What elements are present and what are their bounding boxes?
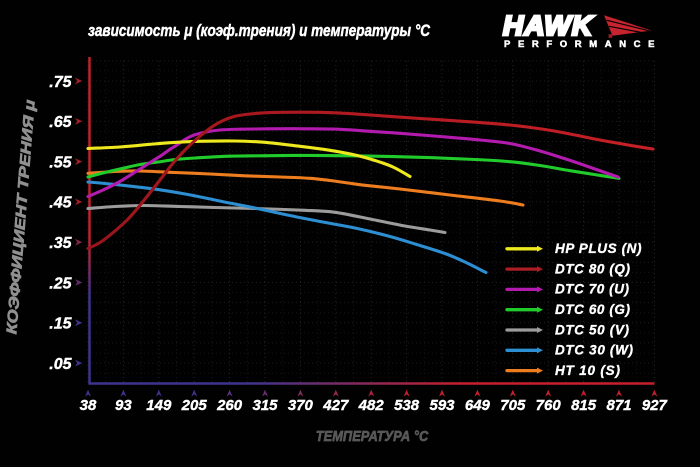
- svg-text:760: 760: [536, 397, 562, 414]
- svg-text:DTC 50 (V): DTC 50 (V): [555, 322, 630, 337]
- svg-text:38: 38: [80, 397, 97, 414]
- svg-text:927: 927: [642, 397, 668, 414]
- svg-text:538: 538: [394, 397, 420, 414]
- svg-text:.75: .75: [49, 74, 72, 91]
- svg-text:815: 815: [571, 397, 597, 414]
- svg-text:205: 205: [181, 397, 208, 414]
- svg-text:315: 315: [252, 397, 278, 414]
- svg-text:зависимость μ (коэф.трения) и: зависимость μ (коэф.трения) и температур…: [88, 22, 431, 40]
- svg-text:PERFORMANCE: PERFORMANCE: [504, 39, 655, 50]
- svg-text:370: 370: [288, 397, 314, 414]
- svg-text:93: 93: [115, 397, 132, 414]
- svg-text:DTC 80 (Q): DTC 80 (Q): [555, 261, 631, 276]
- svg-text:DTC 70 (U): DTC 70 (U): [555, 282, 630, 297]
- svg-text:.35: .35: [49, 235, 72, 252]
- svg-text:HP PLUS (N): HP PLUS (N): [555, 241, 642, 256]
- svg-text:593: 593: [429, 397, 455, 414]
- svg-text:871: 871: [606, 397, 631, 414]
- svg-text:.65: .65: [49, 114, 72, 131]
- svg-text:.15: .15: [49, 316, 72, 333]
- svg-text:.55: .55: [49, 154, 72, 171]
- svg-text:HAWK: HAWK: [503, 10, 594, 41]
- svg-text:149: 149: [146, 397, 172, 414]
- svg-text:.05: .05: [49, 356, 72, 373]
- svg-text:.25: .25: [49, 275, 72, 292]
- svg-text:.45: .45: [49, 195, 72, 212]
- svg-text:427: 427: [322, 397, 349, 414]
- svg-text:260: 260: [216, 397, 243, 414]
- svg-text:482: 482: [358, 397, 385, 414]
- svg-text:649: 649: [465, 397, 491, 414]
- svg-text:DTC 60 (G): DTC 60 (G): [555, 302, 631, 317]
- svg-text:ТЕМПЕРАТУРА °C: ТЕМПЕРАТУРА °C: [316, 428, 430, 445]
- svg-text:705: 705: [500, 397, 526, 414]
- svg-text:HT 10 (S): HT 10 (S): [555, 363, 621, 378]
- svg-text:DTC 30 (W): DTC 30 (W): [555, 343, 634, 358]
